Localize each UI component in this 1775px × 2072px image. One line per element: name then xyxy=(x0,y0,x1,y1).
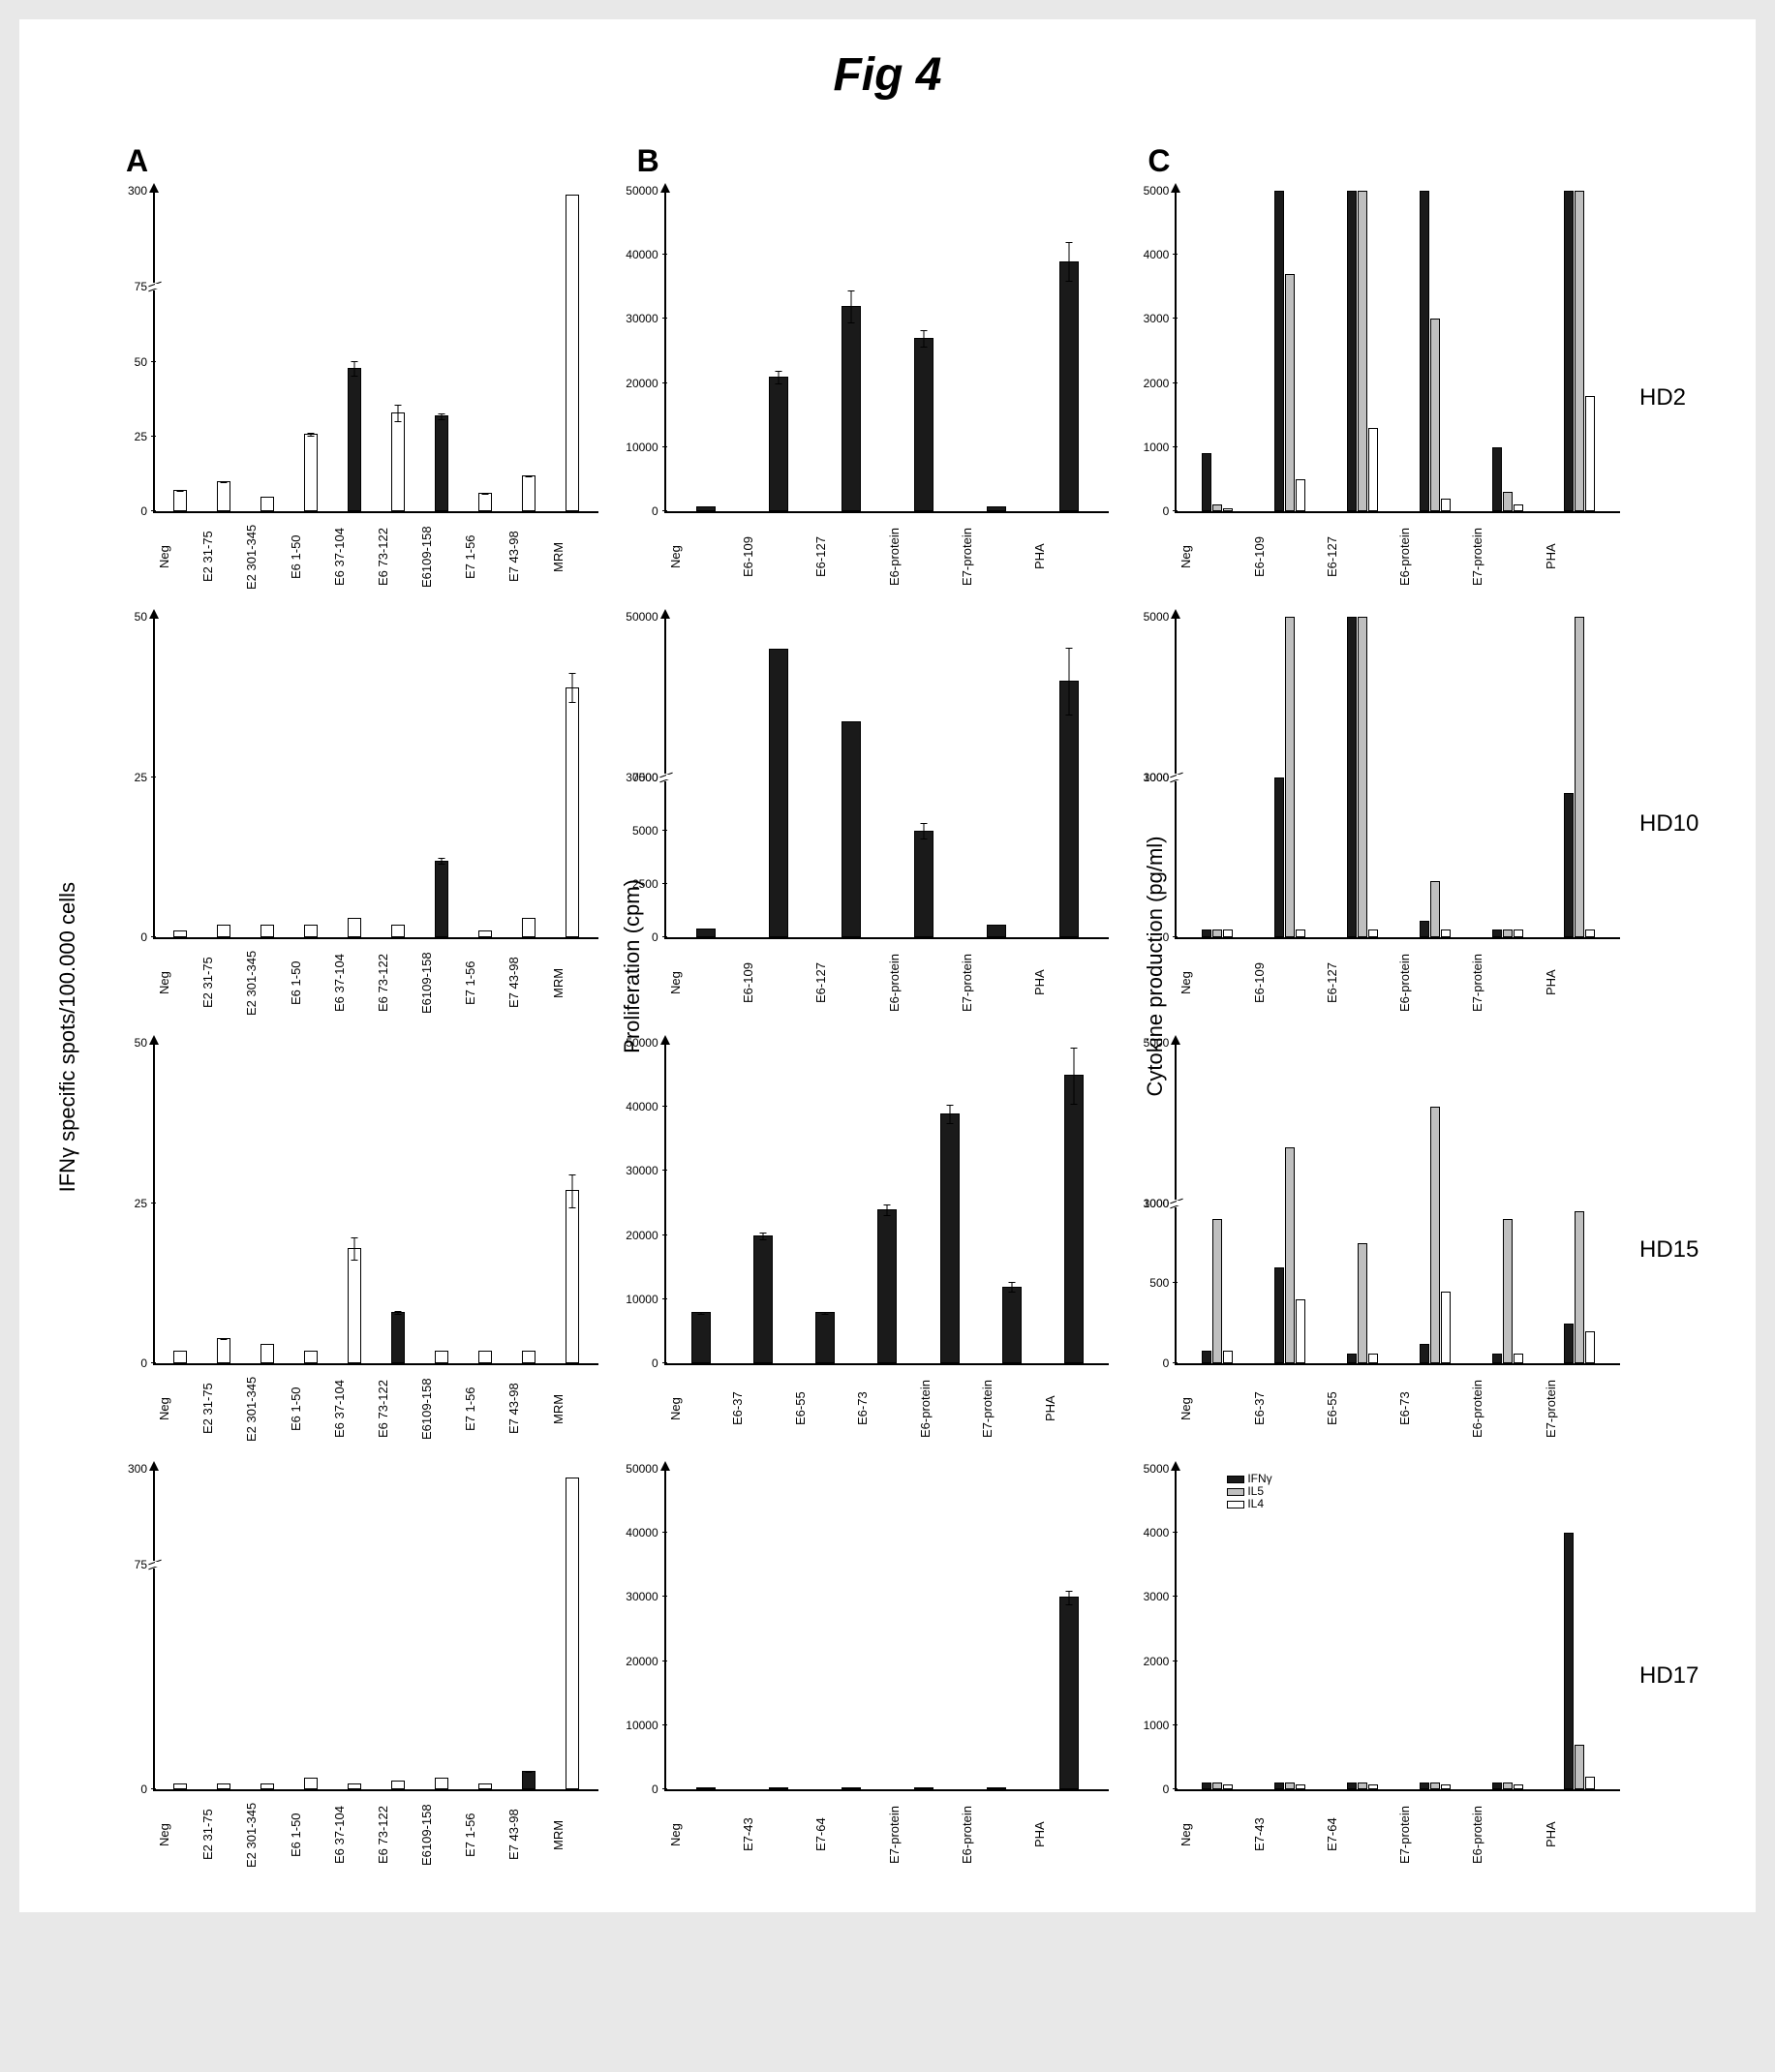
chart-c-hd10: 0100030005000NegE6-109E6-127E6-proteinE7… xyxy=(1128,617,1620,1031)
chart-b-hd15: 01000020000300004000050000NegE6-37E6-55E… xyxy=(618,1043,1110,1457)
chart-a-hd17: 075300NegE2 31-75E2 301-345E6 1-50E6 37-… xyxy=(107,1469,598,1883)
chart-b-hd2: 01000020000300004000050000NegE6-109E6-12… xyxy=(618,191,1110,605)
y-axis-label-b: Proliferation (cpm) xyxy=(620,879,645,1053)
col-header-c: C xyxy=(1128,143,1620,179)
y-axis-label-c: Cytokine production (pg/ml) xyxy=(1143,836,1168,1096)
chart-a-hd2: 0255075300NegE2 31-75E2 301-345E6 1-50E6… xyxy=(107,191,598,605)
col-header-b: B xyxy=(618,143,1110,179)
chart-c-hd15: 0500100030005000NegE6-37E6-55E6-73E6-pro… xyxy=(1128,1043,1620,1457)
row-label-hd2: HD2 xyxy=(1639,384,1727,411)
chart-b-hd10: 02500500075003000050000NegE6-109E6-127E6… xyxy=(618,617,1110,1031)
row-label-hd15: HD15 xyxy=(1639,1236,1727,1264)
chart-grid: A B C IFNγ specific spots/100.000 cells … xyxy=(48,140,1727,1883)
chart-a-hd10: 02550NegE2 31-75E2 301-345E6 1-50E6 37-1… xyxy=(107,617,598,1031)
chart-b-hd17: 01000020000300004000050000NegE7-43E7-64E… xyxy=(618,1469,1110,1883)
col-header-a: A xyxy=(107,143,598,179)
chart-c-hd17: 010002000300040005000IFNγIL5IL4NegE7-43E… xyxy=(1128,1469,1620,1883)
chart-c-hd2: 010002000300040005000NegE6-109E6-127E6-p… xyxy=(1128,191,1620,605)
chart-a-hd15: 02550NegE2 31-75E2 301-345E6 1-50E6 37-1… xyxy=(107,1043,598,1457)
y-axis-label-a: IFNγ specific spots/100.000 cells xyxy=(55,882,80,1192)
figure-title: Fig 4 xyxy=(48,48,1727,102)
row-label-hd10: HD10 xyxy=(1639,810,1727,838)
figure-container: Fig 4 A B C IFNγ specific spots/100.000 … xyxy=(19,19,1756,1912)
row-label-hd17: HD17 xyxy=(1639,1662,1727,1690)
